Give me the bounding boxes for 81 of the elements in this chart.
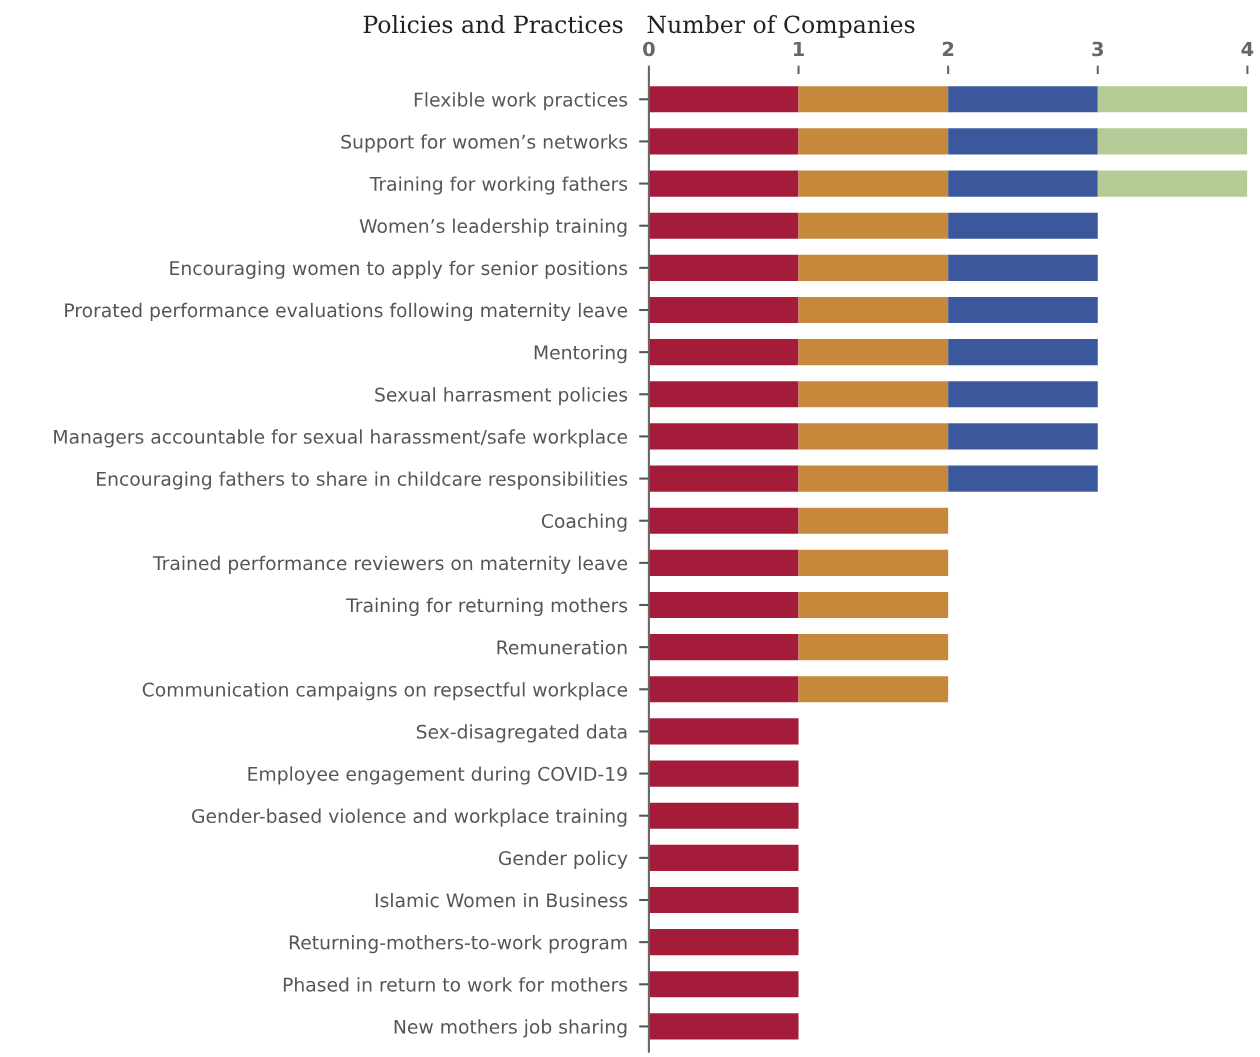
bar bbox=[798, 381, 949, 408]
bar bbox=[648, 802, 799, 829]
bar bbox=[798, 86, 949, 113]
bar bbox=[648, 929, 799, 956]
y-tick-label: Managers accountable for sexual harassment/safe workplace bbox=[54, 429, 628, 448]
y-tick-label: Communication campaigns on repsectful workplace bbox=[142, 682, 628, 701]
bar bbox=[648, 381, 799, 408]
bar bbox=[648, 760, 799, 787]
x-tick-label: 1 bbox=[793, 41, 804, 57]
x-tick-label: 3 bbox=[1092, 41, 1103, 57]
bar bbox=[648, 507, 799, 534]
bar bbox=[648, 465, 799, 492]
bar bbox=[648, 1013, 799, 1040]
bar bbox=[648, 254, 799, 281]
bar bbox=[798, 465, 949, 492]
x-tick-label: 4 bbox=[1241, 41, 1254, 57]
bar bbox=[798, 170, 949, 197]
bar bbox=[798, 296, 949, 324]
bar bbox=[798, 507, 949, 534]
bar bbox=[648, 339, 799, 366]
y-tick-label: Encouraging women to apply for senior positions bbox=[170, 260, 628, 279]
bar bbox=[798, 128, 949, 155]
bar bbox=[648, 971, 799, 998]
y-tick-label: Support for women’s networks bbox=[341, 134, 628, 153]
bar bbox=[948, 212, 1098, 239]
bar bbox=[648, 549, 799, 576]
y-tick-label: Islamic Women in Business bbox=[375, 892, 628, 908]
bar bbox=[648, 844, 799, 871]
bar bbox=[648, 423, 799, 450]
bar bbox=[648, 170, 799, 197]
bar bbox=[948, 339, 1098, 366]
bar bbox=[948, 254, 1098, 281]
bar bbox=[948, 86, 1098, 113]
y-tick-label: Sex-disagregated data bbox=[416, 724, 627, 743]
bar bbox=[648, 86, 799, 113]
bar bbox=[648, 634, 799, 661]
y-axis-title: Policies and Practices bbox=[363, 15, 623, 34]
bar bbox=[948, 128, 1098, 155]
bar bbox=[798, 423, 949, 450]
bar bbox=[648, 128, 799, 155]
y-tick-label: New mothers job sharing bbox=[394, 1019, 627, 1038]
bar bbox=[648, 718, 799, 745]
bar bbox=[948, 465, 1098, 492]
bar bbox=[1097, 86, 1248, 113]
bar bbox=[798, 676, 949, 703]
y-tick-label: Mentoring bbox=[534, 345, 627, 364]
y-tick-label: Returning-mothers-to-work program bbox=[289, 935, 627, 954]
bar bbox=[798, 634, 949, 661]
bar bbox=[648, 296, 799, 324]
bar bbox=[798, 254, 949, 281]
bar bbox=[648, 886, 799, 914]
bar bbox=[798, 339, 949, 366]
y-tick-label: Gender policy bbox=[498, 850, 628, 869]
bar bbox=[948, 381, 1098, 408]
y-tick-label: Phased in return to work for mothers bbox=[283, 977, 628, 992]
y-tick-label: Remuneration bbox=[497, 640, 627, 655]
x-tick-label: 2 bbox=[942, 41, 954, 57]
y-tick-label: Encouraging fathers to share in childcare responsibilities bbox=[97, 471, 628, 490]
y-tick-label: Gender-based violence and workplace training bbox=[192, 808, 627, 827]
bar bbox=[648, 676, 799, 703]
bar bbox=[798, 212, 949, 239]
y-tick-label: Prorated performance evaluations following maternity leave bbox=[65, 302, 628, 322]
bar bbox=[948, 296, 1098, 324]
y-tick-label: Trained performance reviewers on maternity leave bbox=[152, 555, 628, 574]
x-tick-label: 0 bbox=[643, 41, 655, 57]
y-tick-label: Coaching bbox=[541, 513, 627, 532]
bar bbox=[948, 170, 1098, 197]
bar bbox=[798, 549, 949, 576]
bar bbox=[648, 212, 799, 239]
y-tick-label: Employee engagement during COVID-19 bbox=[248, 766, 627, 785]
y-tick-label: Training for working fathers bbox=[369, 176, 628, 195]
y-tick-label: Flexible work practices bbox=[414, 92, 628, 111]
y-tick-label: Training for returning mothers bbox=[346, 597, 628, 617]
bar bbox=[948, 423, 1098, 450]
bar bbox=[648, 591, 799, 619]
bar bbox=[1097, 128, 1248, 155]
y-tick-label: Women’s leadership training bbox=[359, 218, 627, 237]
bar bbox=[1097, 170, 1248, 197]
y-tick-label: Sexual harrasment policies bbox=[375, 387, 628, 406]
x-axis-title: Number of Companies bbox=[647, 15, 915, 38]
bar bbox=[798, 591, 949, 619]
